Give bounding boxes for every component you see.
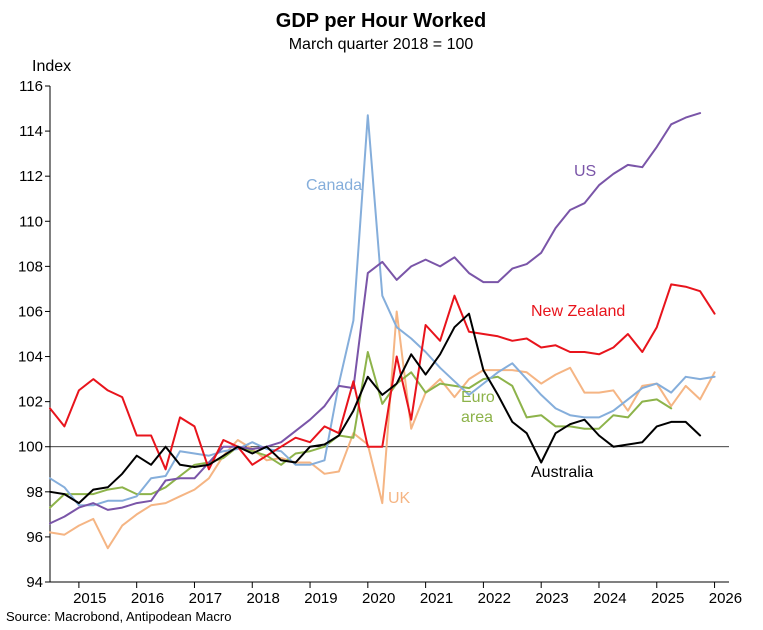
series-label-canada: Canada [306, 177, 362, 194]
y-tick-label: 96 [26, 529, 43, 546]
series-label-us: US [574, 163, 596, 180]
x-tick-label: 2022 [478, 590, 511, 607]
axes-layer: 94 96 98 100 102 104 106 108 110 112 114 116 2015 201… [18, 78, 742, 607]
y-tick-label: 102 [18, 394, 43, 411]
y-axis-label: Index [32, 58, 71, 75]
chart-title: GDP per Hour Worked [276, 10, 486, 32]
chart-subtitle: March quarter 2018 = 100 [289, 36, 474, 53]
x-tick-label: 2020 [362, 590, 395, 607]
x-tick-label: 2023 [535, 590, 568, 607]
source-note: Source: Macrobond, Antipodean Macro [6, 609, 231, 624]
x-tick-label: 2017 [189, 590, 222, 607]
y-tick-label: 110 [19, 213, 43, 230]
y-tick-label: 114 [19, 123, 43, 140]
series-line-australia [49, 312, 702, 505]
series-layer [49, 112, 716, 550]
y-tick-label: 94 [26, 574, 43, 591]
x-tick-label: 2024 [593, 590, 626, 607]
x-tick-label: 2018 [246, 590, 279, 607]
x-tick-label: 2025 [651, 590, 684, 607]
series-label-new-zealand: New Zealand [531, 303, 625, 320]
x-tick-label: 2026 [709, 590, 742, 607]
series-label-australia: Australia [531, 464, 593, 481]
series-line-uk [49, 310, 716, 550]
y-tick-label: 112 [19, 168, 43, 185]
series-line-canada [49, 114, 716, 507]
y-tick-label: 98 [26, 484, 43, 501]
x-tick-label: 2016 [131, 590, 164, 607]
series-line-euro-area [49, 351, 673, 509]
y-tick-label: 108 [18, 258, 43, 275]
x-tick-label: 2015 [73, 590, 106, 607]
series-line-us [49, 112, 702, 525]
series-label-uk: UK [388, 490, 411, 507]
series-line-new-zealand [49, 283, 716, 471]
series-label-euro-area: area [461, 409, 493, 426]
series-label-euro-area: Euro [461, 389, 495, 406]
y-tick-label: 100 [18, 439, 43, 456]
x-tick-label: 2021 [420, 590, 453, 607]
y-tick-label: 106 [18, 303, 43, 320]
y-tick-label: 116 [19, 78, 43, 95]
y-tick-label: 104 [18, 349, 43, 366]
x-tick-label: 2019 [304, 590, 337, 607]
series-labels-layer: US Canada New Zealand UK Euro area Australia [306, 163, 625, 507]
